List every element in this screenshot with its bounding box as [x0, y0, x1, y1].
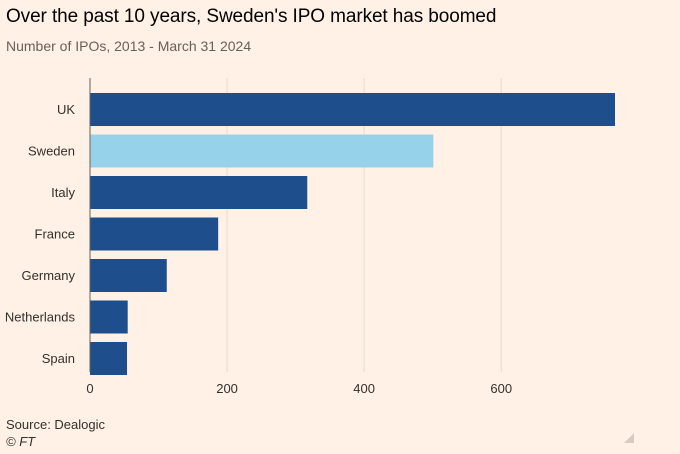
category-label-italy: Italy	[51, 185, 75, 200]
bar-netherlands	[90, 300, 128, 334]
copyright-credit: © FT	[6, 434, 36, 449]
source-note: Source: Dealogic	[6, 417, 105, 432]
category-label-sweden: Sweden	[28, 144, 75, 159]
category-label-germany: Germany	[22, 268, 76, 283]
x-tick-label-200: 200	[216, 381, 238, 396]
bar-germany	[90, 259, 167, 292]
x-tick-label-600: 600	[490, 381, 512, 396]
chart-title: Over the past 10 years, Sweden's IPO mar…	[6, 6, 497, 27]
category-label-france: France	[35, 227, 75, 242]
bar-sweden	[90, 134, 434, 168]
x-tick-label-0: 0	[86, 381, 93, 396]
bar-italy	[90, 176, 308, 209]
chart-subtitle: Number of IPOs, 2013 - March 31 2024	[6, 38, 252, 54]
category-label-netherlands: Netherlands	[5, 310, 76, 325]
bar-uk	[90, 93, 615, 126]
category-label-uk: UK	[57, 102, 75, 117]
bar-spain	[90, 342, 128, 375]
x-tick-label-400: 400	[353, 381, 375, 396]
bar-france	[90, 217, 219, 251]
expand-icon[interactable]	[624, 433, 634, 443]
category-label-spain: Spain	[42, 351, 75, 366]
